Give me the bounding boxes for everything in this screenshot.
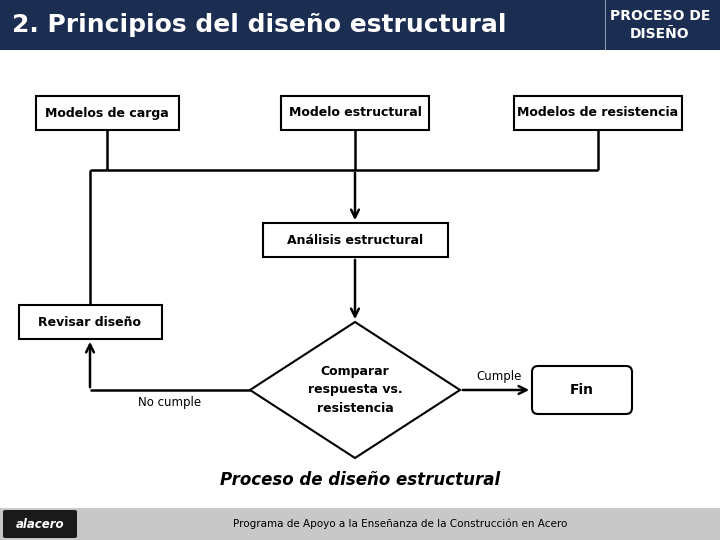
FancyBboxPatch shape	[514, 96, 682, 130]
Text: Modelos de carga: Modelos de carga	[45, 106, 169, 119]
FancyBboxPatch shape	[281, 96, 429, 130]
Text: alacero: alacero	[16, 517, 64, 530]
Text: Cumple: Cumple	[477, 370, 522, 383]
FancyBboxPatch shape	[532, 366, 632, 414]
Text: PROCESO DE
DISEÑO: PROCESO DE DISEÑO	[610, 9, 710, 40]
FancyBboxPatch shape	[0, 0, 720, 50]
Text: Revisar diseño: Revisar diseño	[38, 315, 142, 328]
FancyBboxPatch shape	[263, 223, 448, 257]
Text: Análisis estructural: Análisis estructural	[287, 233, 423, 246]
Text: Modelo estructural: Modelo estructural	[289, 106, 421, 119]
Text: Comparar
respuesta vs.
resistencia: Comparar respuesta vs. resistencia	[307, 366, 402, 415]
FancyBboxPatch shape	[19, 305, 161, 339]
Polygon shape	[250, 322, 460, 458]
Text: 2. Principios del diseño estructural: 2. Principios del diseño estructural	[12, 13, 506, 37]
Text: Programa de Apoyo a la Enseñanza de la Construcción en Acero: Programa de Apoyo a la Enseñanza de la C…	[233, 519, 567, 529]
Text: Modelos de resistencia: Modelos de resistencia	[518, 106, 678, 119]
Text: Fin: Fin	[570, 383, 594, 397]
Text: Proceso de diseño estructural: Proceso de diseño estructural	[220, 471, 500, 489]
FancyBboxPatch shape	[3, 510, 77, 538]
FancyBboxPatch shape	[0, 508, 720, 540]
FancyBboxPatch shape	[35, 96, 179, 130]
Text: No cumple: No cumple	[138, 396, 202, 409]
